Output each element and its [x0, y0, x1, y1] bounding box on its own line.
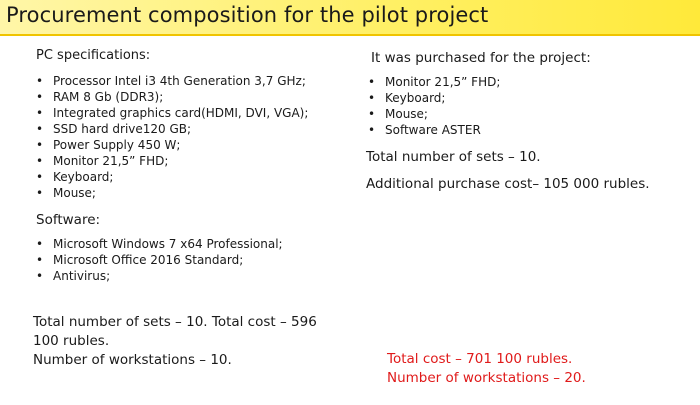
bullet-icon: •: [36, 122, 44, 136]
right-cost-line: Additional purchase cost– 105 000 rubles…: [366, 176, 650, 192]
purchased-heading: It was purchased for the project:: [371, 50, 591, 66]
software-list: • Microsoft Windows 7 x64 Professional; •…: [36, 236, 283, 284]
left-summary-line-2: 100 rubles.: [33, 333, 110, 349]
bullet-icon: •: [36, 106, 44, 120]
list-item: • Mouse;: [36, 186, 96, 200]
page-title: Procurement composition for the pilot pr…: [6, 3, 489, 27]
software-block: Software: • Microsoft Windows 7 x64 Profe…: [36, 212, 283, 284]
bullet-icon: •: [368, 107, 376, 121]
list-item: • SSD hard drive120 GB;: [36, 122, 192, 136]
pc-specifications-block: PC specifications: • Processor Intel i3 4…: [36, 48, 308, 201]
bullet-icon: •: [36, 269, 44, 283]
list-item: • Software ASTER: [368, 123, 481, 137]
list-item: • RAM 8 Gb (DDR3);: [36, 90, 164, 104]
bullet-icon: •: [36, 170, 44, 184]
list-item: • Integrated graphics card(HDMI, DVI, VGA…: [36, 106, 309, 120]
grand-total-workstations: Number of workstations – 20.: [387, 370, 586, 386]
list-item: • Mouse;: [368, 107, 428, 121]
title-bar: Procurement composition for the pilot pr…: [0, 0, 700, 36]
bullet-icon: •: [36, 138, 44, 152]
left-summary: Total number of sets – 10. Total cost – …: [33, 313, 317, 370]
grand-total: Total cost – 701 100 rubles. Number of w…: [387, 350, 586, 388]
pc-specifications-list: • Processor Intel i3 4th Generation 3,7 G…: [36, 73, 308, 201]
bullet-icon: •: [36, 253, 44, 267]
list-item: • Monitor 21,5” FHD;: [36, 154, 169, 168]
list-item: • Power Supply 450 W;: [36, 138, 181, 152]
grand-total-cost: Total cost – 701 100 rubles.: [387, 351, 573, 367]
bullet-icon: •: [36, 90, 44, 104]
bullet-icon: •: [36, 74, 44, 88]
purchased-block: It was purchased for the project: • Monit…: [368, 50, 591, 138]
right-summary: Total number of sets – 10. Additional pu…: [366, 148, 650, 194]
bullet-icon: •: [36, 237, 44, 251]
left-summary-line-1: Total number of sets – 10. Total cost – …: [33, 314, 317, 330]
list-item: • Monitor 21,5” FHD;: [368, 75, 501, 89]
right-sets-line: Total number of sets – 10.: [366, 149, 541, 165]
bullet-icon: •: [368, 123, 376, 137]
pc-specifications-heading: PC specifications:: [36, 48, 151, 63]
list-item: • Antivirus;: [36, 269, 111, 283]
software-heading: Software:: [36, 212, 101, 228]
list-item: • Microsoft Windows 7 x64 Professional;: [36, 237, 283, 251]
list-item: • Processor Intel i3 4th Generation 3,7 G…: [36, 74, 306, 88]
bullet-icon: •: [368, 75, 376, 89]
list-item: • Keyboard;: [36, 170, 114, 184]
bullet-icon: •: [368, 91, 376, 105]
list-item: • Keyboard;: [368, 91, 446, 105]
left-summary-line-3: Number of workstations – 10.: [33, 352, 232, 368]
list-item: • Microsoft Office 2016 Standard;: [36, 253, 244, 267]
bullet-icon: •: [36, 186, 44, 200]
bullet-icon: •: [36, 154, 44, 168]
purchased-list: • Monitor 21,5” FHD; • Keyboard; • Mouse; •…: [368, 74, 591, 138]
